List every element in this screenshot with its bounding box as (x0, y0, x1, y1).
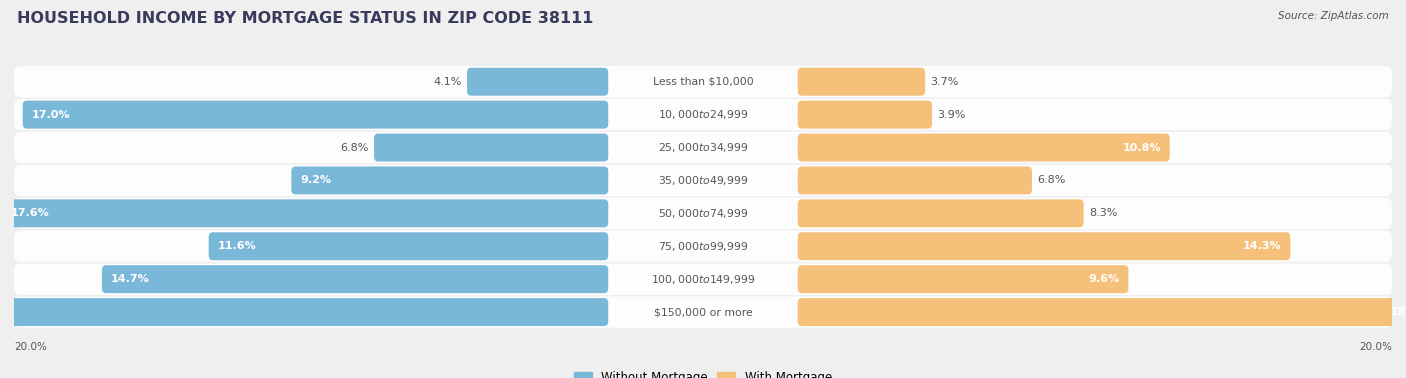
Text: $150,000 or more: $150,000 or more (654, 307, 752, 317)
FancyBboxPatch shape (22, 101, 609, 129)
FancyBboxPatch shape (14, 66, 1392, 98)
Text: 17.6%: 17.6% (11, 208, 49, 218)
FancyBboxPatch shape (797, 166, 1032, 194)
Text: 3.9%: 3.9% (938, 110, 966, 119)
FancyBboxPatch shape (797, 68, 925, 96)
FancyBboxPatch shape (797, 133, 1170, 161)
FancyBboxPatch shape (14, 165, 1392, 196)
Text: 18.6%: 18.6% (1391, 307, 1406, 317)
Text: 6.8%: 6.8% (340, 143, 368, 153)
FancyBboxPatch shape (14, 296, 1392, 328)
Text: 8.3%: 8.3% (1088, 208, 1118, 218)
FancyBboxPatch shape (797, 232, 1291, 260)
FancyBboxPatch shape (14, 263, 1392, 295)
Text: 3.7%: 3.7% (931, 77, 959, 87)
Text: 6.8%: 6.8% (1038, 175, 1066, 186)
FancyBboxPatch shape (1, 199, 609, 227)
FancyBboxPatch shape (101, 265, 609, 293)
FancyBboxPatch shape (14, 99, 1392, 130)
Text: 14.7%: 14.7% (111, 274, 149, 284)
Text: $35,000 to $49,999: $35,000 to $49,999 (658, 174, 748, 187)
FancyBboxPatch shape (797, 265, 1129, 293)
Text: Source: ZipAtlas.com: Source: ZipAtlas.com (1278, 11, 1389, 21)
FancyBboxPatch shape (797, 101, 932, 129)
Text: 10.8%: 10.8% (1122, 143, 1161, 153)
Text: HOUSEHOLD INCOME BY MORTGAGE STATUS IN ZIP CODE 38111: HOUSEHOLD INCOME BY MORTGAGE STATUS IN Z… (17, 11, 593, 26)
FancyBboxPatch shape (797, 199, 1084, 227)
Text: $75,000 to $99,999: $75,000 to $99,999 (658, 240, 748, 253)
Text: $25,000 to $34,999: $25,000 to $34,999 (658, 141, 748, 154)
Text: 11.6%: 11.6% (218, 241, 256, 251)
FancyBboxPatch shape (467, 68, 609, 96)
FancyBboxPatch shape (291, 166, 609, 194)
Text: 20.0%: 20.0% (1360, 342, 1392, 352)
Legend: Without Mortgage, With Mortgage: Without Mortgage, With Mortgage (569, 366, 837, 378)
Text: $100,000 to $149,999: $100,000 to $149,999 (651, 273, 755, 286)
FancyBboxPatch shape (208, 232, 609, 260)
Text: 20.0%: 20.0% (14, 342, 46, 352)
FancyBboxPatch shape (797, 298, 1406, 326)
Text: $10,000 to $24,999: $10,000 to $24,999 (658, 108, 748, 121)
FancyBboxPatch shape (14, 132, 1392, 163)
Text: 9.6%: 9.6% (1088, 274, 1119, 284)
FancyBboxPatch shape (14, 198, 1392, 229)
Text: 9.2%: 9.2% (299, 175, 330, 186)
FancyBboxPatch shape (14, 231, 1392, 262)
FancyBboxPatch shape (0, 298, 609, 326)
FancyBboxPatch shape (374, 133, 609, 161)
Text: 4.1%: 4.1% (433, 77, 461, 87)
Text: 14.3%: 14.3% (1243, 241, 1282, 251)
Text: Less than $10,000: Less than $10,000 (652, 77, 754, 87)
Text: 17.0%: 17.0% (31, 110, 70, 119)
Text: $50,000 to $74,999: $50,000 to $74,999 (658, 207, 748, 220)
